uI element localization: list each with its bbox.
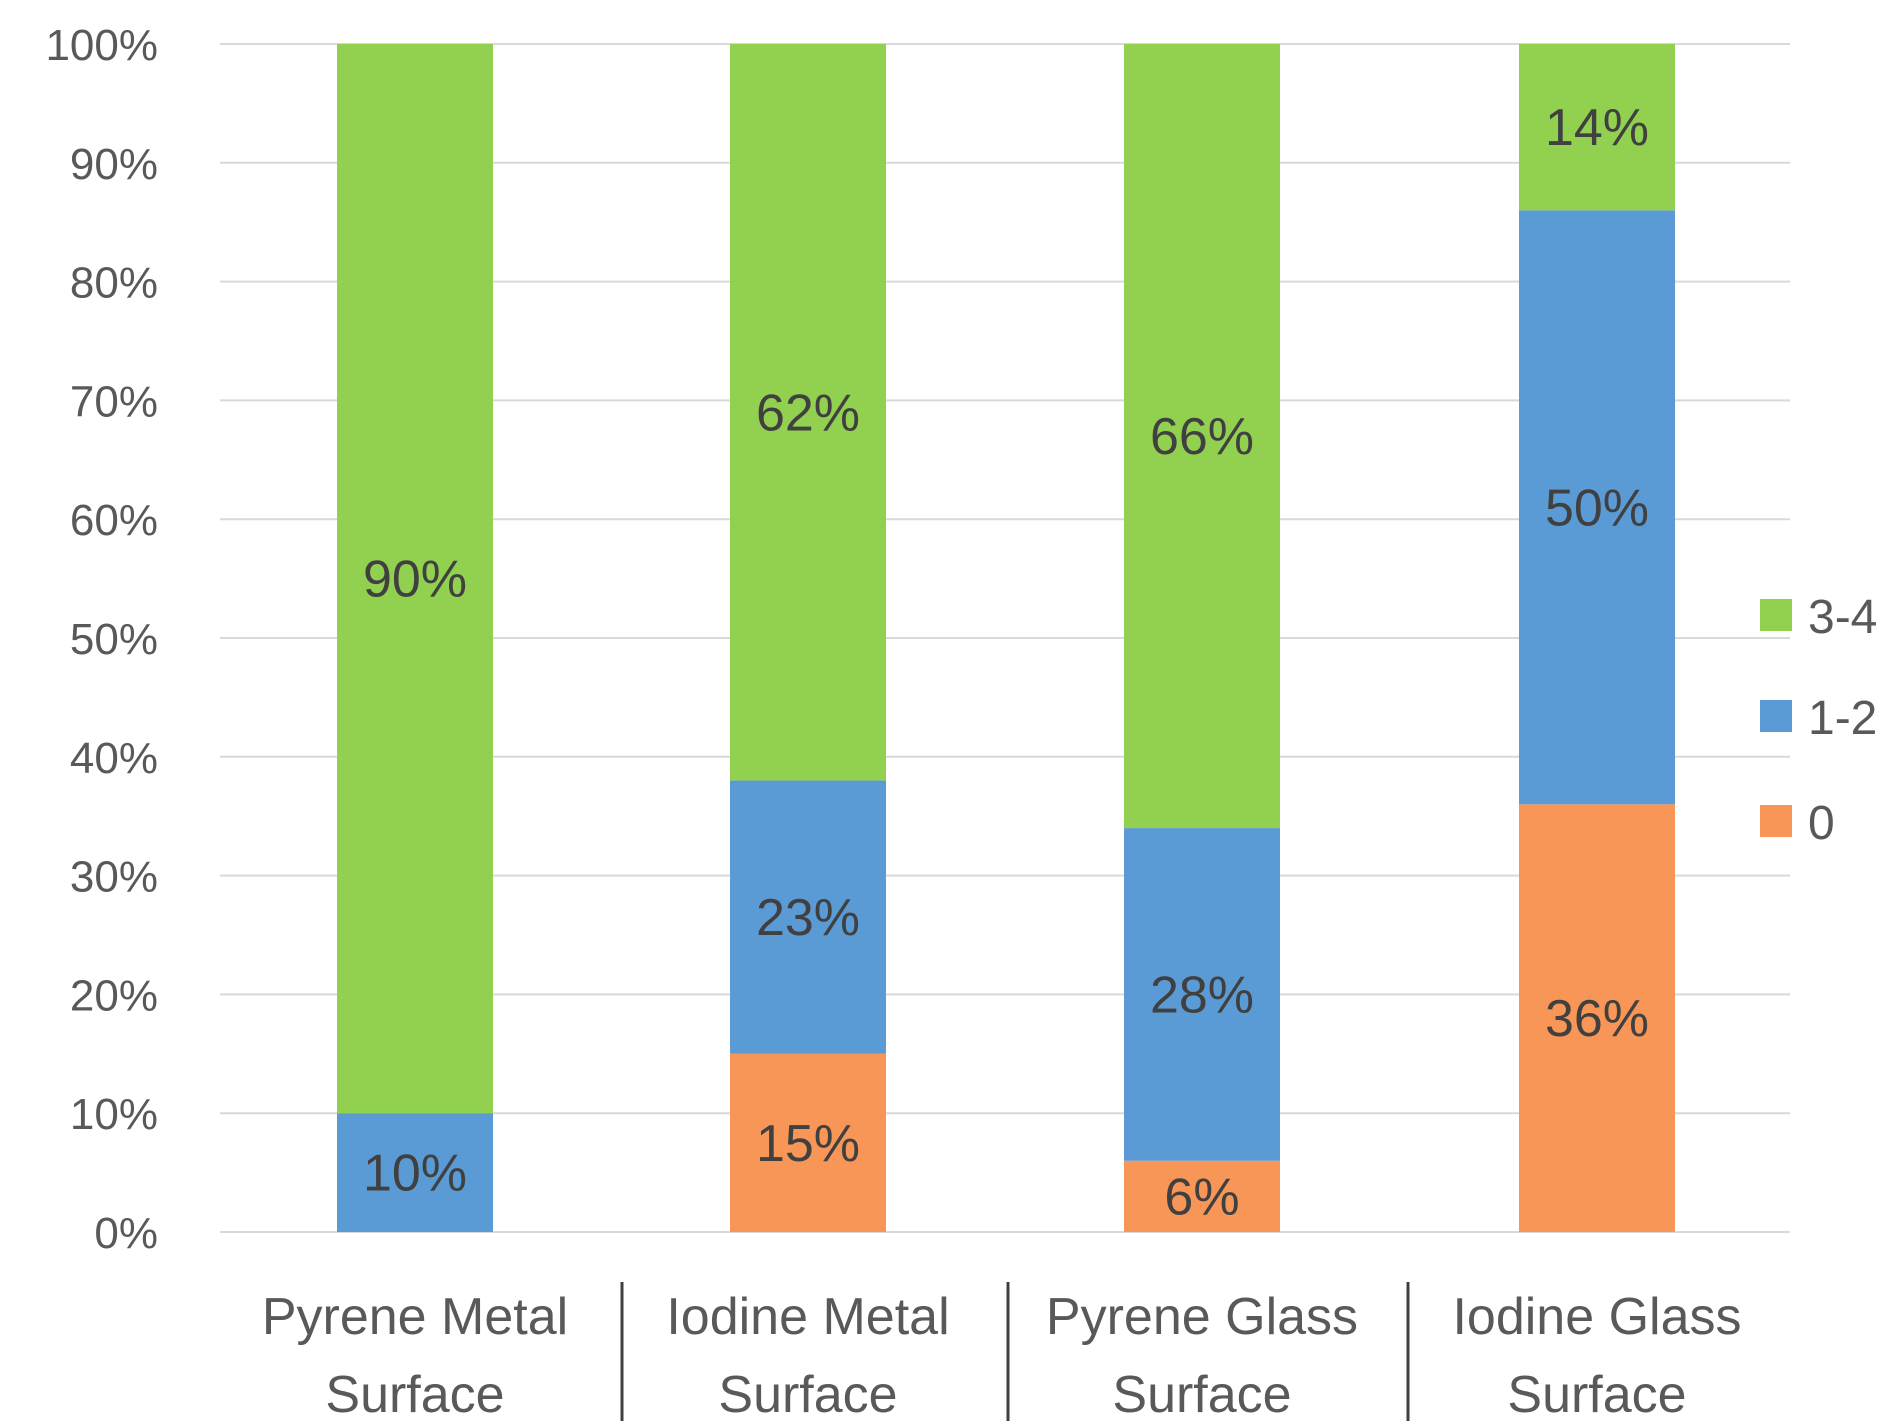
bar-segment-0	[730, 1053, 886, 1232]
data-labels: 10% 90% 15% 23% 62% 6% 28% 66% 36% 50% 14%	[363, 99, 1649, 1226]
bar-segment-3-4	[730, 44, 886, 781]
x-axis-categories: Pyrene Metal Surface Iodine Metal Surface Py…	[262, 1282, 1742, 1421]
bar-segment-3-4	[337, 44, 493, 1114]
legend-swatch	[1760, 700, 1792, 732]
bar-segment-3-4	[1124, 44, 1280, 829]
data-label: 6%	[1164, 1168, 1239, 1226]
data-label: 36%	[1545, 990, 1649, 1048]
data-label: 62%	[756, 384, 860, 442]
data-label: 50%	[1545, 479, 1649, 537]
y-tick-label: 10%	[70, 1090, 158, 1139]
y-tick-label: 70%	[70, 377, 158, 426]
x-category-label: Pyrene Metal	[262, 1288, 568, 1346]
x-category-label: Pyrene Glass	[1046, 1288, 1358, 1346]
x-category-label: Iodine Metal	[666, 1288, 949, 1346]
legend-label: 3-4	[1808, 591, 1877, 644]
y-tick-label: 90%	[70, 140, 158, 189]
y-tick-label: 30%	[70, 853, 158, 902]
y-tick-label: 40%	[70, 734, 158, 783]
y-tick-label: 80%	[70, 259, 158, 308]
y-axis-ticks: 0% 10% 20% 30% 40% 50% 60% 70% 80% 90% 100%	[45, 21, 158, 1258]
legend-label: 0	[1808, 797, 1835, 850]
y-tick-label: 100%	[45, 21, 158, 70]
x-category-label: Surface	[1507, 1366, 1686, 1421]
data-label: 15%	[756, 1115, 860, 1173]
data-label: 14%	[1545, 99, 1649, 157]
bar-segment-0	[1124, 1160, 1280, 1232]
y-tick-label: 20%	[70, 971, 158, 1020]
legend-swatch	[1760, 599, 1792, 631]
data-label: 66%	[1150, 408, 1254, 466]
y-tick-label: 50%	[70, 615, 158, 664]
bar-segment-1-2	[337, 1113, 493, 1232]
bar-segment-1-2	[1519, 210, 1675, 805]
data-label: 90%	[363, 551, 467, 609]
legend: 3-4 1-2 0	[1760, 591, 1877, 850]
bar-segment-0	[1519, 804, 1675, 1232]
legend-swatch	[1760, 805, 1792, 837]
y-tick-label: 0%	[94, 1209, 158, 1258]
bar-segment-1-2	[1124, 828, 1280, 1161]
x-category-label: Surface	[325, 1366, 504, 1421]
bars	[337, 44, 1675, 1232]
x-category-label: Iodine Glass	[1452, 1288, 1741, 1346]
x-category-label: Surface	[718, 1366, 897, 1421]
bar-segment-1-2	[730, 780, 886, 1054]
bar-segment-3-4	[1519, 44, 1675, 211]
legend-label: 1-2	[1808, 692, 1877, 745]
x-category-label: Surface	[1112, 1366, 1291, 1421]
data-label: 28%	[1150, 966, 1254, 1024]
data-label: 10%	[363, 1145, 467, 1203]
data-label: 23%	[756, 889, 860, 947]
y-tick-label: 60%	[70, 496, 158, 545]
